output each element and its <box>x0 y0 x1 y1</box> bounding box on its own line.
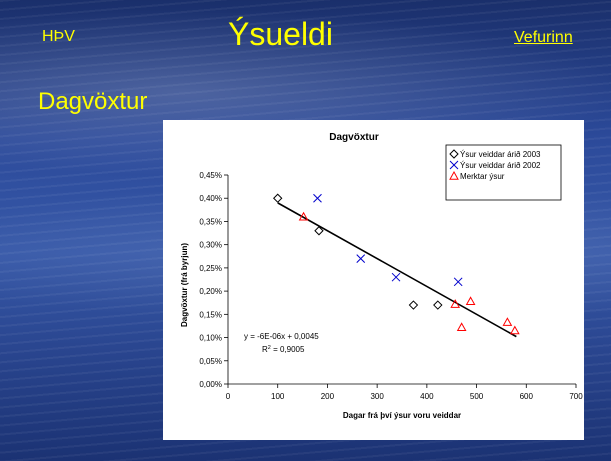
chart-card: Dagvöxtur 0 100 200 300 400 500 600 700 0,00% 0,… <box>163 120 584 440</box>
data-point-triangle <box>502 317 513 326</box>
org-label: HÞV <box>42 28 75 45</box>
y-tick-label: 0,20% <box>199 287 222 296</box>
data-point-triangle <box>456 322 467 332</box>
y-tick-label: 0,15% <box>199 310 222 319</box>
y-axis-label: Dagvöxtur (frá byrjun) <box>180 243 189 327</box>
x-tick-label: 500 <box>470 392 484 401</box>
y-tick-label: 0,35% <box>199 217 222 226</box>
data-point-triangle <box>298 211 309 221</box>
trend-r2: R2 = 0,9005 <box>262 345 305 354</box>
x-tick-label: 200 <box>321 392 335 401</box>
legend-label: Merktar ýsur <box>460 172 505 181</box>
data-point-x <box>356 254 366 263</box>
x-tick-label: 400 <box>420 392 434 401</box>
r2-sup: 2 <box>268 345 271 351</box>
legend-box <box>445 144 562 201</box>
x-marker-stroke <box>356 254 366 263</box>
legend-marker-x <box>449 160 459 170</box>
data-point-triangle <box>465 296 476 306</box>
legend-items: Ýsur veiddar árið 2003 Ýsur veiddar árið … <box>449 149 541 181</box>
chart-legend: Ýsur veiddar árið 2003 Ýsur veiddar árið … <box>445 144 562 201</box>
x-tick-label: 0 <box>226 392 231 401</box>
data-point-diamond <box>408 300 419 310</box>
chart-title: Dagvöxtur <box>329 132 379 143</box>
x-marker-stroke <box>453 277 463 287</box>
data-point-diamond <box>433 300 443 310</box>
legend-marker-diamond <box>449 149 459 159</box>
x-marker-stroke <box>391 272 401 282</box>
x-tick-label: 300 <box>370 392 384 401</box>
y-tick-label: 0,40% <box>199 194 222 203</box>
x-tick-label: 100 <box>271 392 285 401</box>
x-axis-label: Dagar frá því ýsur voru veiddar <box>343 411 461 420</box>
section-heading: Dagvöxtur <box>38 88 148 115</box>
data-point-x <box>391 272 401 282</box>
y-tick-label: 0,30% <box>199 241 222 250</box>
data-points <box>273 193 520 335</box>
x-marker-stroke <box>313 193 322 203</box>
data-point-diamond <box>314 226 324 236</box>
chart-axes <box>224 174 577 388</box>
x-tick-label: 700 <box>569 392 583 401</box>
data-point-diamond <box>273 193 283 203</box>
x-tick-labels: 0 100 200 300 400 500 600 700 <box>226 392 583 401</box>
scatter-chart: Dagvöxtur 0 100 200 300 400 500 600 700 0,00%0,… <box>180 132 583 420</box>
slide-header: HÞV Ýsueldi Vefurinn <box>0 0 611 70</box>
trend-equation: y = -6E-06x + 0,0045 <box>244 332 319 341</box>
slide-title: Ýsueldi <box>228 16 333 52</box>
y-tick-label: 0,05% <box>199 357 222 366</box>
r2-prefix: R <box>262 345 268 354</box>
legend-label: Ýsur veiddar árið 2003 <box>460 150 541 159</box>
data-point-triangle <box>450 299 461 308</box>
web-link[interactable]: Vefurinn <box>514 29 573 46</box>
y-tick-label: 0,45% <box>199 171 222 180</box>
trendline <box>277 202 517 338</box>
data-point-x <box>313 193 322 203</box>
y-tick-label: 0,25% <box>199 264 222 273</box>
legend-marker-triangle <box>449 170 459 180</box>
x-marker-stroke <box>449 160 459 170</box>
r2-value: = 0,9005 <box>271 345 305 354</box>
legend-label: Ýsur veiddar árið 2002 <box>460 161 541 170</box>
y-tick-label: 0,10% <box>199 334 222 343</box>
data-point-x <box>453 277 463 287</box>
x-tick-label: 600 <box>520 392 534 401</box>
data-point-triangle <box>510 325 520 335</box>
y-tick-labels: 0,00% 0,05% 0,10% 0,15% 0,20% 0,25% 0,30% 0,35%… <box>199 171 222 389</box>
y-tick-label: 0,00% <box>199 380 222 389</box>
